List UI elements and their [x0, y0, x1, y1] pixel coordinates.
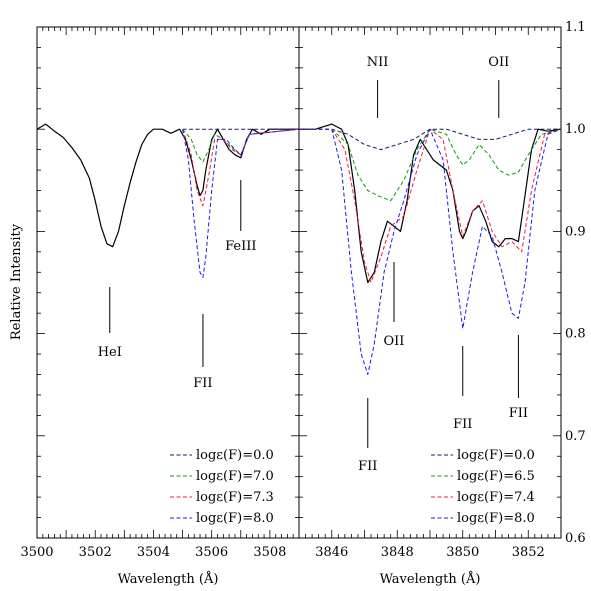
right-x-axis-label: Wavelength (Å) [380, 571, 481, 587]
line-label: FII [509, 406, 528, 421]
model-spectrum-line [182, 128, 300, 207]
y-tick-label: 0.6 [565, 531, 586, 546]
right-line-annotations: NII OII OII FII FII FII [358, 55, 528, 474]
line-label: OII [488, 55, 509, 70]
x-tick-label: 3504 [137, 545, 170, 560]
right-y-tick-labels: 0.6 0.7 0.8 0.9 1.0 1.1 [565, 20, 586, 546]
y-tick-label: 1.1 [565, 20, 586, 35]
observed-spectrum-line [36, 123, 299, 248]
line-label: FII [453, 417, 472, 432]
legend-label: logε(F)=8.0 [196, 511, 274, 526]
left-x-tick-labels: 3500 3502 3504 3506 3508 [20, 545, 286, 560]
line-label: FII [193, 376, 212, 391]
right-x-tick-labels: 3846 3848 3850 3852 [315, 545, 545, 560]
line-label: HeI [98, 345, 122, 360]
y-tick-label: 1.0 [565, 122, 586, 137]
model-spectrum-line [299, 128, 561, 151]
model-spectrum-line [299, 128, 562, 202]
legend-label: logε(F)=7.3 [196, 490, 274, 505]
line-label: NII [367, 55, 389, 70]
model-spectrum-line [299, 128, 562, 375]
legend-label: logε(F)=0.0 [457, 448, 535, 463]
observed-spectrum-line [299, 123, 562, 284]
y-axis-label: Relative Intensity [9, 223, 24, 340]
left-x-axis-label: Wavelength (Å) [118, 571, 219, 587]
x-tick-label: 3850 [446, 545, 479, 560]
legend-label: logε(F)=7.4 [457, 490, 535, 505]
line-label: OII [384, 334, 405, 349]
y-tick-label: 0.7 [565, 429, 586, 444]
legend-label: logε(F)=6.5 [457, 469, 535, 484]
left-series-group [36, 123, 300, 278]
legend-label: logε(F)=0.0 [196, 448, 274, 463]
x-tick-label: 3852 [512, 545, 545, 560]
right-legend: logε(F)=0.0 logε(F)=6.5 logε(F)=7.4 logε(F)… [431, 448, 535, 526]
x-tick-label: 3506 [195, 545, 228, 560]
left-tick-marks [36, 26, 300, 539]
legend-label: logε(F)=7.0 [196, 469, 274, 484]
left-legend: logε(F)=0.0 logε(F)=7.0 logε(F)=7.3 logε(F)… [170, 448, 274, 526]
model-spectrum-line [299, 128, 562, 283]
line-label: FII [358, 459, 377, 474]
right-tick-marks [298, 26, 562, 539]
model-spectrum-line [182, 128, 300, 278]
x-tick-label: 3508 [253, 545, 286, 560]
x-tick-label: 3846 [315, 545, 348, 560]
line-label: FeIII [225, 239, 256, 254]
right-series-group [299, 123, 562, 375]
legend-label: logε(F)=8.0 [457, 511, 535, 526]
left-panel: HeI FII FeIII 3500 3502 3504 3506 3508 logε(F)… [9, 26, 300, 587]
left-line-annotations: HeI FII FeIII [98, 180, 256, 391]
x-tick-label: 3848 [381, 545, 414, 560]
y-tick-label: 0.9 [565, 224, 586, 239]
x-tick-label: 3502 [79, 545, 112, 560]
x-tick-label: 3500 [20, 545, 53, 560]
y-tick-label: 0.8 [565, 327, 586, 342]
